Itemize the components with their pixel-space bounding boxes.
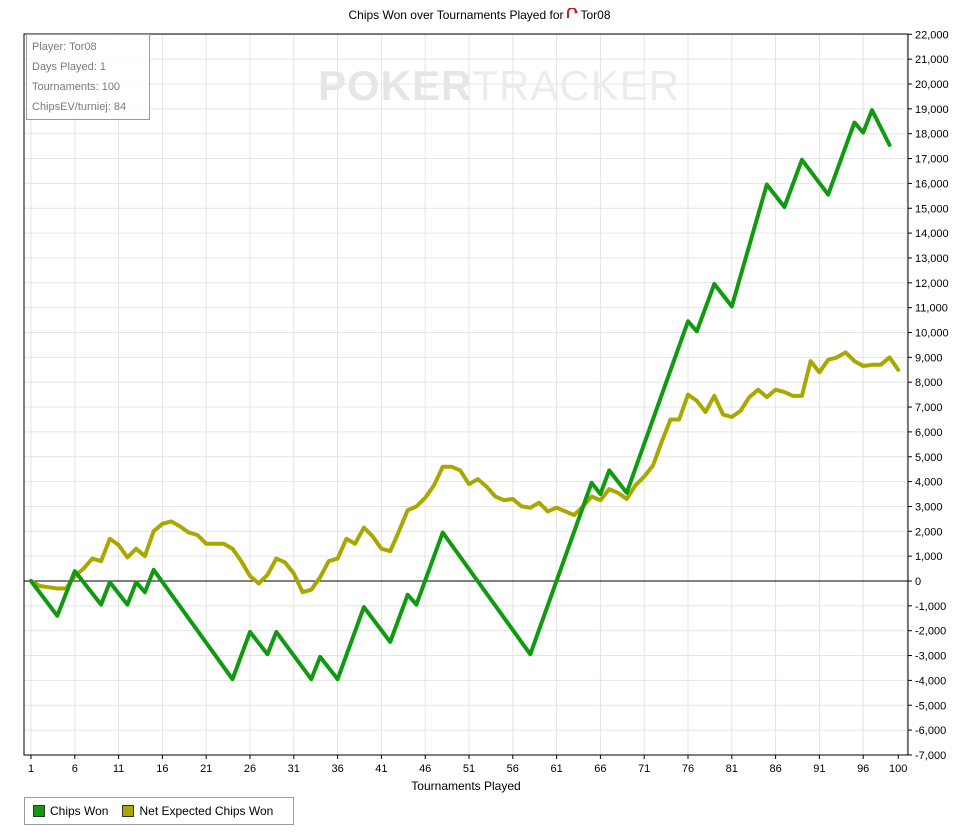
x-tick-label: 21 [200, 763, 212, 775]
x-tick-label: 16 [156, 763, 168, 775]
info-chipsev: ChipsEV/turniej: 84 [32, 101, 127, 113]
y-tick-label: -3,000 [915, 651, 946, 663]
x-tick-label: 96 [857, 763, 869, 775]
y-tick-label: 3,000 [915, 501, 943, 513]
x-tick-label: 46 [419, 763, 431, 775]
chart-title: Chips Won over Tournaments Played for Tor… [0, 7, 959, 22]
x-tick-label: 66 [594, 763, 606, 775]
series-line-net-expected [29, 350, 901, 595]
legend-label-net-expected: Net Expected Chips Won [139, 804, 274, 818]
y-tick-label: 4,000 [915, 477, 943, 489]
y-tick-label: 12,000 [915, 278, 949, 290]
series-line-chips-won [29, 108, 892, 682]
y-tick-label: -6,000 [915, 725, 946, 737]
y-tick-label: 6,000 [915, 427, 943, 439]
y-tick-label: 2,000 [915, 526, 943, 538]
x-tick-label: 76 [682, 763, 694, 775]
info-player: Player: Tor08 [32, 41, 97, 53]
x-tick-label: 41 [375, 763, 387, 775]
y-tick-label: 16,000 [915, 178, 949, 190]
y-tick-label: 15,000 [915, 203, 949, 215]
x-tick-label: 36 [331, 763, 343, 775]
y-tick-label: 21,000 [915, 54, 949, 66]
x-tick-label: 56 [507, 763, 519, 775]
y-tick-label: 22,000 [915, 29, 949, 41]
legend: Chips Won Net Expected Chips Won [24, 797, 294, 825]
x-tick-labels: 1 6 11 16 21 26 31 36 41 46 51 56 61 66 71 76 81 86 91 96 10… [28, 755, 907, 775]
y-tick-label: -5,000 [915, 700, 946, 712]
x-tick-label: 100 [889, 763, 907, 775]
y-tick-label: -4,000 [915, 675, 946, 687]
y-tick-label: 17,000 [915, 154, 949, 166]
x-tick-label: 31 [288, 763, 300, 775]
y-tick-label: 8,000 [915, 377, 943, 389]
x-tick-label: 81 [726, 763, 738, 775]
y-tick-label: 10,000 [915, 328, 949, 340]
y-tick-label: 5,000 [915, 452, 943, 464]
player-icon [566, 7, 578, 20]
y-tick-label: 20,000 [915, 79, 949, 91]
y-tick-labels: 22,000 21,000 20,000 19,000 18,000 17,000 16,0… [908, 29, 949, 762]
legend-label-chips-won: Chips Won [50, 804, 109, 818]
pokertracker-watermark: POKERTRACKER [318, 62, 681, 109]
y-tick-label: -2,000 [915, 626, 946, 638]
y-tick-label: 9,000 [915, 352, 943, 364]
x-tick-label: 71 [638, 763, 650, 775]
y-tick-label: 14,000 [915, 228, 949, 240]
info-tournaments: Tournaments: 100 [32, 81, 121, 93]
y-tick-label: -1,000 [915, 601, 946, 613]
player-name: Tor08 [580, 8, 611, 22]
x-tick-label: 11 [113, 763, 124, 775]
x-tick-label: 26 [244, 763, 256, 775]
y-tick-label: -7,000 [915, 750, 946, 762]
y-tick-label: 13,000 [915, 253, 949, 265]
grid [24, 33, 908, 756]
x-tick-label: 6 [72, 763, 78, 775]
series-group [29, 108, 901, 682]
legend-swatch-chips-won [33, 805, 45, 817]
y-tick-label: 18,000 [915, 129, 949, 141]
x-tick-label: 91 [813, 763, 825, 775]
x-axis-label: Tournaments Played [411, 779, 520, 793]
y-tick-label: 11,000 [915, 303, 948, 315]
chart-title-text: Chips Won over Tournaments Played for [348, 8, 564, 22]
x-tick-label: 61 [550, 763, 562, 775]
x-tick-label: 1 [28, 763, 34, 775]
y-tick-label: 7,000 [915, 402, 943, 414]
y-tick-label: 0 [915, 576, 921, 588]
info-days-played: Days Played: 1 [32, 61, 106, 73]
plot-frame [23, 33, 909, 756]
x-tick-label: 51 [463, 763, 475, 775]
y-tick-label: 1,000 [915, 551, 943, 563]
x-tick-label: 86 [769, 763, 781, 775]
legend-item-net-expected: Net Expected Chips Won [122, 804, 273, 818]
player-info-box: Player: Tor08 Days Played: 1 Tournaments… [26, 34, 150, 120]
y-tick-label: 19,000 [915, 104, 949, 116]
legend-item-chips-won: Chips Won [33, 804, 108, 818]
legend-swatch-net-expected [122, 805, 135, 817]
